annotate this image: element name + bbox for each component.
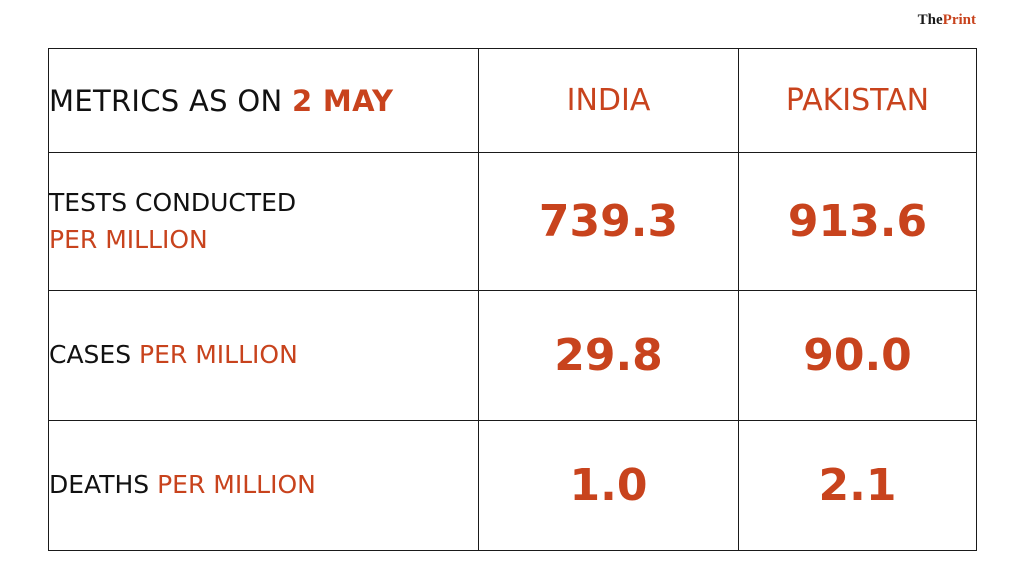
header-date: 2 MAY <box>292 83 394 118</box>
value-india-tests: 739.3 <box>478 152 739 291</box>
value-pakistan-deaths: 2.1 <box>738 420 977 551</box>
column-header-pakistan: PAKISTAN <box>738 48 977 153</box>
row-label-accent: PER MILLION <box>139 340 298 370</box>
row-label-cases: CASES PER MILLION <box>48 290 479 421</box>
value-india-cases: 29.8 <box>478 290 739 421</box>
row-label-main: DEATHS <box>49 470 158 500</box>
theprint-logo: ThePrint <box>918 12 976 29</box>
header-label: METRICS AS ON <box>49 83 293 118</box>
column-header-india: INDIA <box>478 48 739 153</box>
row-label-accent: PER MILLION <box>49 224 208 254</box>
metrics-table: METRICS AS ON 2 MAY INDIA PAKISTAN TESTS… <box>48 48 977 551</box>
value-pakistan-tests: 913.6 <box>738 152 977 291</box>
row-label-main: TESTS CONDUCTED <box>49 188 297 218</box>
logo-the: The <box>917 12 943 28</box>
row-label-deaths: DEATHS PER MILLION <box>48 420 479 551</box>
row-label-tests: TESTS CONDUCTED PER MILLION <box>48 152 479 291</box>
table-row: DEATHS PER MILLION 1.0 2.1 <box>48 420 977 551</box>
row-label-accent: PER MILLION <box>157 470 316 500</box>
header-row: METRICS AS ON 2 MAY INDIA PAKISTAN <box>48 48 977 153</box>
header-label-cell: METRICS AS ON 2 MAY <box>48 48 479 153</box>
row-label-main: CASES <box>49 340 140 370</box>
value-india-deaths: 1.0 <box>478 420 739 551</box>
table-row: TESTS CONDUCTED PER MILLION 739.3 913.6 <box>48 152 977 291</box>
logo-print: Print <box>942 12 976 28</box>
value-pakistan-cases: 90.0 <box>738 290 977 421</box>
table-row: CASES PER MILLION 29.8 90.0 <box>48 290 977 421</box>
